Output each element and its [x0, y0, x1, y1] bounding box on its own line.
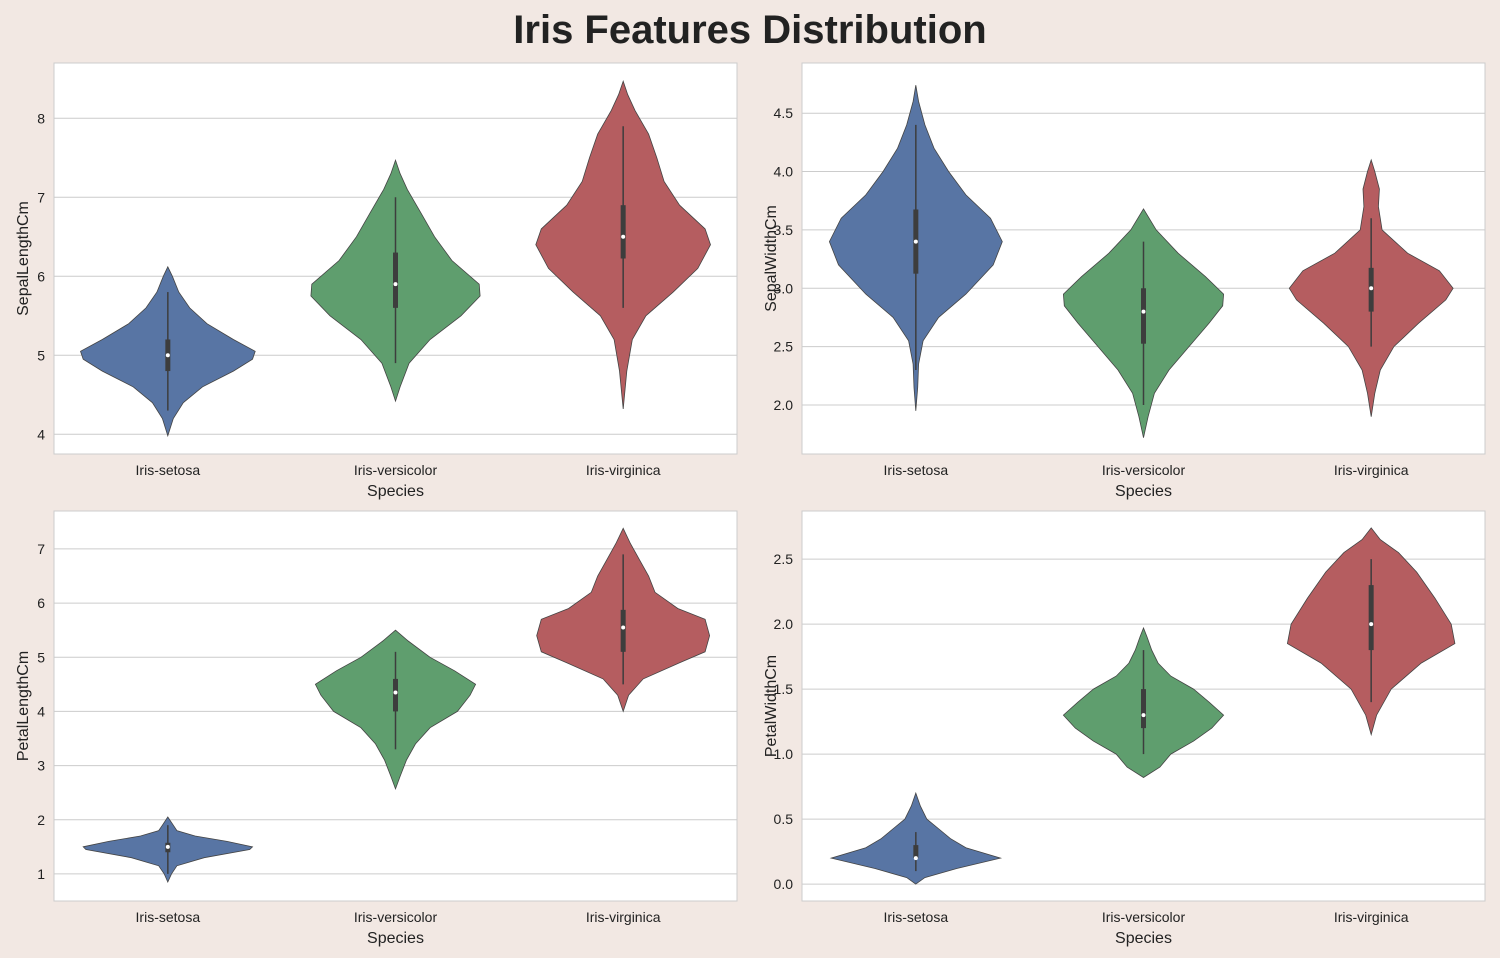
median-marker-iris-virginica	[1369, 622, 1374, 627]
median-marker-iris-setosa	[165, 844, 170, 849]
iqr-box-iris-versicolor	[393, 252, 398, 308]
y-tick-label: 3	[37, 758, 45, 774]
y-tick-label: 8	[37, 110, 45, 126]
median-marker-iris-virginica	[1369, 286, 1374, 291]
y-tick-label: 4	[37, 426, 45, 442]
y-axis-label: SepalLengthCm	[15, 201, 32, 316]
median-marker-iris-versicolor	[1141, 309, 1146, 314]
y-tick-label: 5	[37, 649, 45, 665]
y-tick-label: 0.5	[774, 811, 794, 827]
iqr-box-iris-virginica	[1368, 585, 1374, 651]
y-tick-label: 1.0	[774, 746, 794, 762]
x-tick-label: Iris-versicolor	[1102, 462, 1186, 478]
x-tick-label: Iris-virginica	[1334, 462, 1409, 478]
iqr-box-iris-setosa	[913, 845, 919, 859]
y-tick-label: 0.0	[774, 876, 794, 892]
x-tick-label: Iris-versicolor	[354, 909, 438, 925]
x-tick-label: Iris-setosa	[884, 909, 949, 925]
median-marker-iris-virginica	[621, 234, 626, 239]
chart-petal-length: 1 2 3 4 5 6 7 Iris-setosa Iris-versicolor Iris-vi…	[15, 510, 738, 947]
y-tick-label: 1.5	[774, 681, 794, 697]
x-axis-label: Species	[367, 930, 424, 947]
x-axis-label: Species	[367, 483, 424, 500]
y-tick-label: 4.0	[774, 164, 794, 180]
y-tick-label: 5	[37, 347, 45, 363]
x-tick-label: Iris-virginica	[1334, 909, 1409, 925]
chart-sepal-length: 4 5 6 7 8 Iris-setosa Iris-versicolor Iris-virg…	[15, 62, 738, 500]
x-axis-label: Species	[1115, 930, 1172, 947]
y-tick-label: 3.5	[774, 222, 794, 238]
y-tick-label: 6	[37, 268, 45, 284]
y-tick-label: 4	[37, 703, 45, 719]
y-tick-label: 7	[37, 541, 45, 557]
median-marker-iris-setosa	[913, 856, 918, 861]
iqr-box-iris-versicolor	[1141, 288, 1146, 344]
y-axis-label: PetalWidthCm	[763, 655, 780, 757]
page-title: Iris Features Distribution	[513, 8, 987, 52]
median-marker-iris-versicolor	[393, 282, 398, 287]
x-axis-label: Species	[1115, 483, 1172, 500]
median-marker-iris-setosa	[165, 353, 170, 358]
y-axis-label: SepalWidthCm	[763, 205, 780, 312]
y-tick-label: 6	[37, 595, 45, 611]
iqr-box-iris-virginica	[620, 205, 626, 259]
y-tick-label: 2.0	[774, 616, 794, 632]
y-tick-label: 7	[37, 189, 45, 205]
median-marker-iris-versicolor	[1141, 713, 1146, 718]
y-tick-label: 3.0	[774, 280, 794, 296]
x-tick-label: Iris-versicolor	[1102, 909, 1186, 925]
x-tick-label: Iris-setosa	[136, 909, 201, 925]
iqr-box-iris-versicolor	[393, 678, 398, 712]
y-tick-label: 4.5	[774, 105, 794, 121]
x-tick-label: Iris-virginica	[586, 462, 661, 478]
chart-sepal-width: 2.0 2.5 3.0 3.5 4.0 4.5 Iris-setosa Iris-versic…	[763, 62, 1486, 500]
median-marker-iris-setosa	[913, 239, 918, 244]
median-marker-iris-virginica	[621, 625, 626, 630]
y-tick-label: 2.5	[774, 551, 794, 567]
y-axis-label: PetalLengthCm	[15, 651, 32, 761]
y-tick-label: 1	[37, 866, 45, 882]
iqr-box-iris-versicolor	[1141, 689, 1146, 729]
iqr-box-iris-virginica	[620, 609, 626, 652]
chart-petal-width: 0.0 0.5 1.0 1.5 2.0 2.5 Iris-setosa Iris-versic…	[763, 510, 1486, 947]
x-tick-label: Iris-versicolor	[354, 462, 438, 478]
y-tick-label: 2.0	[774, 397, 794, 413]
x-tick-label: Iris-setosa	[884, 462, 949, 478]
x-tick-label: Iris-virginica	[586, 909, 661, 925]
y-tick-label: 2.5	[774, 339, 794, 355]
x-tick-label: Iris-setosa	[136, 462, 201, 478]
median-marker-iris-versicolor	[393, 690, 398, 695]
y-tick-label: 2	[37, 812, 45, 828]
